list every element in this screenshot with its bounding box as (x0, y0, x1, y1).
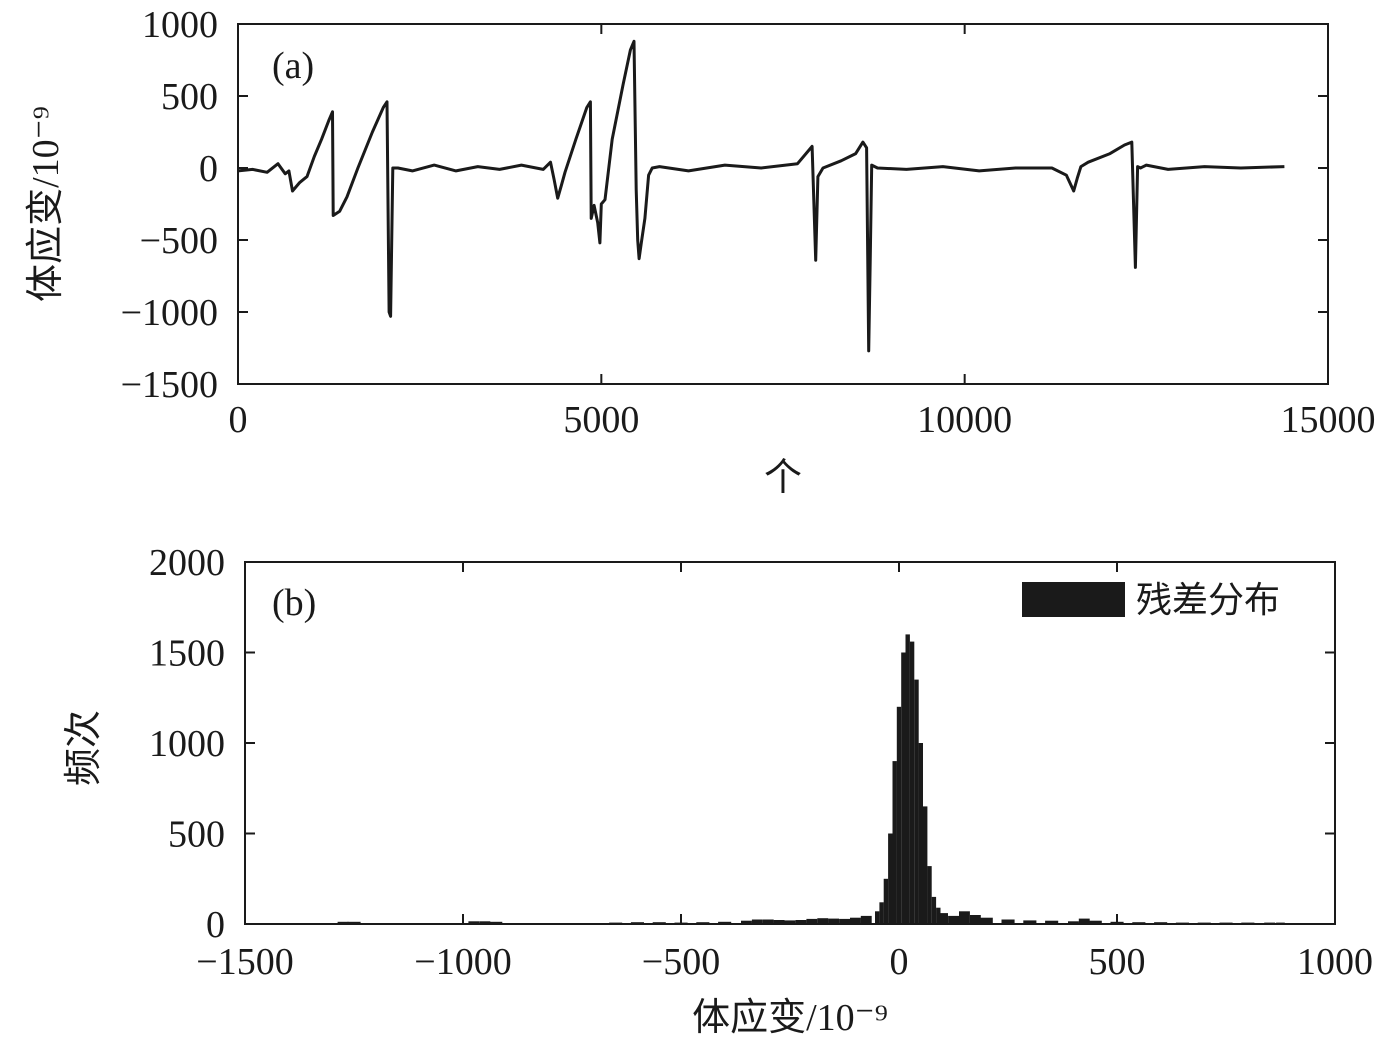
y-tick-label: 1500 (149, 633, 225, 675)
histogram-bar (1045, 920, 1059, 924)
y-tick-label: 0 (199, 148, 218, 190)
histogram-bar (905, 634, 910, 924)
histogram-bar (839, 918, 850, 924)
y-tick-label: 500 (161, 76, 218, 118)
histogram-bar (741, 920, 752, 924)
histogram-bar (909, 641, 915, 924)
histogram-bar (969, 915, 981, 924)
histogram-bar (931, 896, 937, 924)
x-tick-label: 5000 (563, 399, 639, 441)
histogram-bar (979, 917, 993, 924)
histogram-bar (1023, 920, 1037, 924)
histogram-bar (927, 866, 932, 924)
histogram-bar (489, 921, 503, 924)
histogram-bar (948, 915, 959, 924)
histogram-bar (762, 919, 774, 924)
histogram-bar (896, 706, 902, 924)
legend-label: 残差分布 (1136, 580, 1280, 620)
histogram-bar (828, 918, 839, 924)
histogram-bar (883, 878, 889, 925)
x-tick-label: −500 (642, 941, 720, 983)
histogram-bar (850, 917, 861, 924)
histogram-bar (718, 921, 732, 924)
x-tick-label: 0 (890, 941, 909, 983)
panel-b-bars (337, 634, 1285, 925)
y-tick-label: 500 (168, 814, 225, 856)
x-tick-label: −1500 (196, 941, 293, 983)
y-tick-label: 0 (206, 904, 225, 946)
panel-b-tick-labels: −1500 −1000 −500 0 500 1000 2000 1500 1000 500 0 (149, 542, 1373, 983)
x-tick-label: 10000 (917, 399, 1012, 441)
panel-b-xlabel: 体应变/10⁻⁹ (692, 997, 888, 1039)
y-tick-label: −500 (140, 220, 218, 262)
histogram-bar (923, 806, 928, 924)
x-tick-label: 1000 (1297, 941, 1373, 983)
panel-a-tag: (a) (272, 45, 314, 87)
panel-a-ylabel: 体应变/10⁻⁹ (25, 106, 67, 302)
histogram-bar (901, 652, 906, 924)
panel-a-xlabel: 个 (764, 457, 802, 499)
histogram-bar (1197, 922, 1211, 924)
histogram-bar (652, 922, 666, 924)
histogram-bar (888, 833, 893, 924)
histogram-bar (468, 921, 480, 924)
panel-a-ticks (237, 23, 1329, 385)
panel-b-tag: (b) (272, 582, 316, 624)
panel-a-frame (237, 23, 1329, 385)
x-tick-label: 500 (1089, 941, 1146, 983)
legend: 残差分布 (1022, 580, 1280, 620)
histogram-bar (959, 911, 970, 924)
histogram-bar (674, 922, 688, 924)
histogram-bar (1001, 919, 1015, 924)
histogram-bar (918, 743, 923, 924)
histogram-bar (1068, 921, 1079, 924)
histogram-bar (337, 921, 349, 924)
histogram-bar (892, 761, 897, 924)
histogram-bar (1132, 922, 1146, 924)
x-tick-label: −1000 (414, 941, 511, 983)
histogram-bar (696, 922, 710, 924)
histogram-bar (1154, 922, 1168, 924)
y-tick-label: 1000 (149, 723, 225, 765)
panel-b: −1500 −1000 −500 0 500 1000 2000 1500 1000 500 0 (… (63, 542, 1373, 1039)
histogram-bar (1078, 918, 1090, 924)
y-tick-label: 2000 (149, 542, 225, 584)
histogram-bar (795, 920, 807, 924)
series-line (238, 39, 1285, 353)
histogram-bar (347, 921, 361, 924)
histogram-bar (751, 919, 763, 924)
histogram-bar (1088, 920, 1102, 924)
histogram-bar (784, 920, 796, 924)
y-tick-label: 1000 (142, 4, 218, 46)
histogram-bar (937, 913, 948, 924)
histogram-bar (817, 918, 829, 924)
histogram-bar (1110, 921, 1124, 924)
legend-swatch (1022, 582, 1125, 617)
histogram-bar (1175, 922, 1189, 924)
histogram-bar (860, 915, 872, 924)
histogram-bar (630, 922, 644, 924)
panel-b-ylabel: 频次 (63, 710, 105, 786)
histogram-bar (1241, 922, 1255, 924)
panel-a-series (238, 39, 1285, 353)
x-tick-label: 15000 (1281, 399, 1376, 441)
histogram-bar (609, 922, 623, 924)
y-tick-label: −1000 (121, 292, 218, 334)
panel-b-ticks (244, 561, 1336, 925)
x-tick-label: 0 (229, 399, 248, 441)
histogram-bar (1219, 922, 1233, 924)
histogram-bar (879, 902, 884, 924)
histogram-bar (1264, 922, 1276, 924)
y-tick-label: −1500 (121, 364, 218, 406)
histogram-bar (914, 679, 919, 924)
histogram-bar (479, 921, 491, 924)
histogram-bar (875, 911, 880, 924)
histogram-bar (806, 918, 818, 924)
histogram-bar (1276, 922, 1285, 924)
histogram-bar (773, 920, 785, 924)
